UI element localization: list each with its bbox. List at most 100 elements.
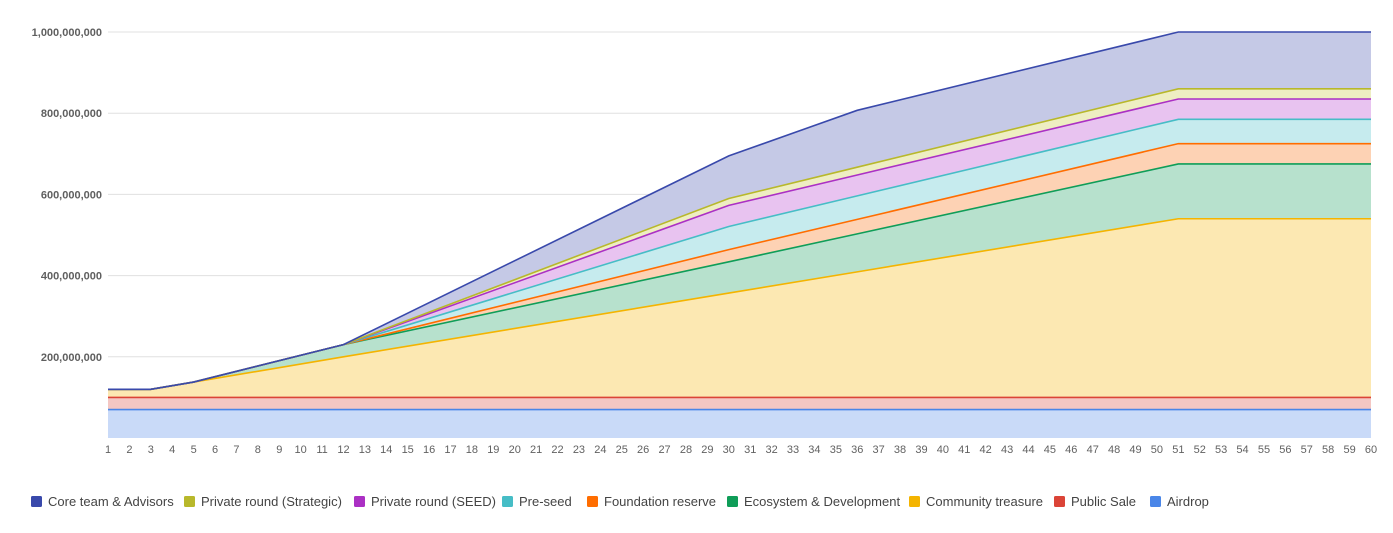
legend-item-core-team-advisors[interactable]: Core team & Advisors [31,494,174,509]
x-tick-label: 49 [1129,444,1141,456]
x-tick-label: 41 [958,444,970,456]
x-tick-label: 39 [915,444,927,456]
x-tick-label: 12 [337,444,349,456]
x-tick-label: 45 [1044,444,1056,456]
area-airdrop [108,409,1371,438]
legend-item-community-treasure[interactable]: Community treasure [909,494,1043,509]
x-tick-label: 15 [402,444,414,456]
x-tick-label: 48 [1108,444,1120,456]
x-tick-label: 55 [1258,444,1270,456]
x-tick-label: 5 [191,444,197,456]
legend-item-airdrop[interactable]: Airdrop [1150,494,1209,509]
legend-item-ecosystem-development[interactable]: Ecosystem & Development [727,494,900,509]
x-tick-label: 14 [380,444,392,456]
x-tick-label: 57 [1301,444,1313,456]
x-tick-label: 42 [980,444,992,456]
line-core-team-advisors [108,31,1371,391]
x-tick-label: 53 [1215,444,1227,456]
x-tick-label: 31 [744,444,756,456]
area-community-treasure [108,218,1371,398]
x-tick-label: 32 [765,444,777,456]
x-tick-label: 58 [1322,444,1334,456]
legend-swatch [1150,496,1161,507]
y-axis: 200,000,000 400,000,000 600,000,000 800,000… [32,27,102,364]
x-tick-label: 40 [937,444,949,456]
x-tick-label: 26 [637,444,649,456]
x-tick-label: 38 [894,444,906,456]
area-core-team-advisors [108,32,1371,390]
legend-label: Private round (Strategic) [201,494,342,509]
y-tick-label: 200,000,000 [41,352,102,364]
x-tick-label: 4 [169,444,175,456]
legend-label: Pre-seed [519,494,572,509]
x-tick-label: 46 [1065,444,1077,456]
legend-swatch [909,496,920,507]
x-tick-label: 35 [830,444,842,456]
legend-swatch [1054,496,1065,507]
x-tick-label: 8 [255,444,261,456]
legend-label: Foundation reserve [604,494,716,509]
legend-swatch [31,496,42,507]
legend-label: Ecosystem & Development [744,494,900,509]
legend-label: Public Sale [1071,494,1136,509]
area-public-sale [108,397,1371,410]
x-tick-label: 36 [851,444,863,456]
x-tick-label: 18 [466,444,478,456]
area-pre-seed [108,119,1371,390]
x-tick-label: 34 [808,444,820,456]
x-tick-label: 52 [1194,444,1206,456]
legend-item-pre-seed[interactable]: Pre-seed [502,494,572,509]
x-tick-label: 6 [212,444,218,456]
legend[interactable]: Core team & Advisors Private round (Strat… [31,494,1209,509]
y-tick-label: 400,000,000 [41,271,102,283]
x-tick-label: 33 [787,444,799,456]
x-tick-label: 44 [1022,444,1034,456]
series-lines [108,31,1371,411]
x-tick-label: 1 [105,444,111,456]
y-tick-label: 1,000,000,000 [32,27,102,39]
legend-item-private-round-strategic[interactable]: Private round (Strategic) [184,494,342,509]
legend-item-private-round-seed[interactable]: Private round (SEED) [354,494,496,509]
x-tick-label: 60 [1365,444,1377,456]
series-areas [108,32,1371,438]
x-tick-label: 3 [148,444,154,456]
x-tick-label: 17 [444,444,456,456]
x-tick-label: 27 [658,444,670,456]
x-tick-label: 28 [680,444,692,456]
x-tick-label: 30 [723,444,735,456]
x-tick-label: 50 [1151,444,1163,456]
y-tick-label: 600,000,000 [41,189,102,201]
x-tick-label: 54 [1236,444,1248,456]
x-tick-label: 29 [701,444,713,456]
x-tick-label: 56 [1279,444,1291,456]
legend-label: Core team & Advisors [48,494,174,509]
x-tick-label: 7 [233,444,239,456]
legend-swatch [587,496,598,507]
x-tick-label: 47 [1087,444,1099,456]
x-tick-label: 16 [423,444,435,456]
legend-label: Private round (SEED) [371,494,496,509]
x-tick-label: 9 [276,444,282,456]
x-tick-label: 11 [316,444,327,456]
x-tick-label: 20 [509,444,521,456]
x-tick-label: 25 [616,444,628,456]
x-tick-label: 22 [551,444,563,456]
x-tick-label: 21 [530,444,542,456]
legend-swatch [354,496,365,507]
x-tick-label: 51 [1172,444,1184,456]
x-tick-label: 24 [594,444,606,456]
legend-label: Airdrop [1167,494,1209,509]
area-ecosystem-development [108,163,1371,390]
legend-label: Community treasure [926,494,1043,509]
legend-swatch [184,496,195,507]
legend-item-foundation-reserve[interactable]: Foundation reserve [587,494,716,509]
legend-swatch [727,496,738,507]
x-tick-label: 23 [573,444,585,456]
x-tick-label: 43 [1001,444,1013,456]
legend-item-public-sale[interactable]: Public Sale [1054,494,1136,509]
x-tick-label: 59 [1343,444,1355,456]
x-axis: 1 2 3 4 5 6 7 8 9 10 11 12 13 14 15 16 17 18 19 20 21 22 23 24 2… [105,444,1377,456]
x-tick-label: 19 [487,444,499,456]
y-tick-label: 800,000,000 [41,108,102,120]
